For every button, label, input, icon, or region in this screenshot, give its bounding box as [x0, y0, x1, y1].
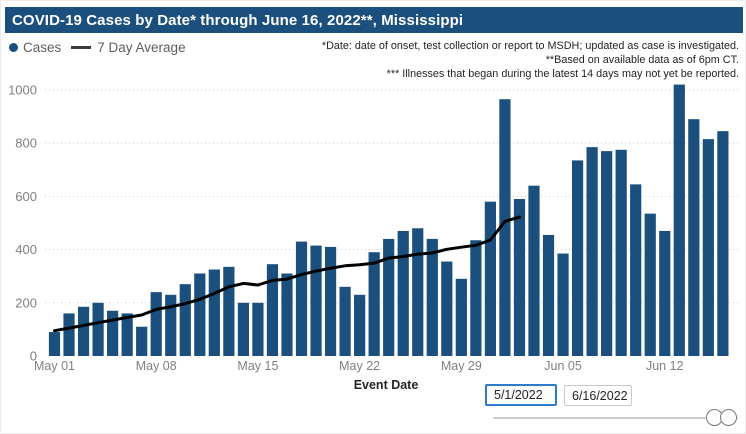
bar-may-25[interactable]: [397, 230, 409, 356]
y-axis-tick-600: 600: [15, 189, 37, 204]
start-date-input[interactable]: 5/1/2022: [485, 384, 557, 406]
date-range-slider-end-handle[interactable]: [720, 409, 737, 426]
bar-jun-10[interactable]: [630, 184, 642, 356]
bar-may-05[interactable]: [107, 310, 119, 356]
bar-may-13[interactable]: [223, 266, 235, 356]
cases-legend-dot-icon: [9, 42, 18, 52]
bar-may-12[interactable]: [208, 269, 220, 356]
y-axis-tick-200: 200: [15, 295, 37, 310]
bar-jun-16[interactable]: [717, 131, 729, 356]
bar-jun-09[interactable]: [615, 149, 627, 356]
y-axis-tick-1000: 1000: [8, 82, 37, 97]
end-date-input[interactable]: 6/16/2022: [564, 385, 632, 406]
legend-average-label: 7 Day Average: [97, 39, 186, 55]
bar-may-28[interactable]: [441, 261, 453, 356]
bar-jun-04[interactable]: [542, 234, 555, 356]
footnote-data-asof: **Based on available data as of 6pm CT.: [545, 54, 739, 66]
legend: Cases 7 Day Average: [9, 39, 186, 55]
bar-may-20[interactable]: [324, 246, 337, 356]
bar-may-06[interactable]: [121, 313, 133, 356]
seven-day-average-line: [53, 215, 521, 333]
bar-may-15[interactable]: [252, 302, 264, 356]
legend-cases-label: Cases: [23, 39, 62, 55]
bar-may-17[interactable]: [281, 273, 293, 356]
date-range-slider-track[interactable]: [493, 417, 738, 419]
footnote-date-definition: *Date: date of onset, test collection or…: [321, 40, 739, 52]
bar-may-31[interactable]: [484, 201, 496, 356]
x-axis-tick-may-22: May 22: [339, 359, 380, 373]
average-legend-line-icon: [71, 45, 92, 49]
bar-jun-08[interactable]: [601, 151, 613, 356]
bar-may-24[interactable]: [383, 238, 395, 356]
bar-may-04[interactable]: [92, 302, 104, 356]
bar-may-07[interactable]: [136, 326, 148, 356]
bar-may-19[interactable]: [310, 245, 322, 356]
bar-may-29[interactable]: [455, 278, 467, 356]
bar-may-22[interactable]: [354, 294, 366, 356]
bar-may-09[interactable]: [165, 294, 177, 356]
bar-may-03[interactable]: [77, 306, 90, 356]
bar-may-27[interactable]: [426, 238, 438, 356]
bar-may-26[interactable]: [412, 228, 424, 356]
y-axis-tick-400: 400: [15, 242, 37, 257]
title-bar: COVID-19 Cases by Date* through June 16,…: [5, 7, 743, 33]
bar-jun-12[interactable]: [659, 230, 671, 356]
bar-may-11[interactable]: [194, 273, 206, 356]
bar-jun-15[interactable]: [702, 139, 714, 356]
bar-may-08[interactable]: [150, 292, 162, 356]
bar-may-14[interactable]: [237, 302, 249, 356]
x-axis-tick-may-01: May 01: [34, 359, 75, 373]
x-axis-tick-may-08: May 08: [136, 359, 177, 373]
bar-jun-06[interactable]: [571, 160, 584, 356]
x-axis-tick-jun-12: Jun 12: [646, 359, 684, 373]
bar-may-01[interactable]: [48, 332, 61, 356]
y-axis-tick-800: 800: [15, 136, 37, 151]
bar-may-02[interactable]: [63, 313, 75, 356]
footnotes: *Date: date of onset, test collection or…: [322, 39, 739, 81]
bar-jun-11[interactable]: [644, 213, 656, 356]
bar-jun-07[interactable]: [586, 147, 598, 356]
bar-may-10[interactable]: [179, 284, 191, 356]
x-axis-tick-jun-05: Jun 05: [544, 359, 582, 373]
bar-jun-02[interactable]: [513, 199, 526, 356]
x-axis-tick-may-15: May 15: [237, 359, 278, 373]
bar-may-23[interactable]: [368, 252, 380, 356]
bar-jun-13[interactable]: [673, 84, 685, 356]
bar-jun-14[interactable]: [688, 119, 700, 357]
y-axis-tick-0: 0: [30, 349, 37, 364]
footnote-latest-14-days: *** Illnesses that began during the late…: [386, 68, 739, 80]
bar-jun-05[interactable]: [557, 253, 569, 356]
bar-jun-03[interactable]: [528, 185, 540, 356]
x-axis-tick-may-29: May 29: [441, 359, 482, 373]
bar-may-21[interactable]: [339, 286, 351, 356]
bar-may-18[interactable]: [295, 241, 308, 356]
bar-may-16[interactable]: [266, 264, 279, 356]
bar-may-30[interactable]: [470, 240, 482, 356]
bar-jun-01[interactable]: [499, 99, 511, 356]
page-title: COVID-19 Cases by Date* through June 16,…: [12, 11, 464, 29]
